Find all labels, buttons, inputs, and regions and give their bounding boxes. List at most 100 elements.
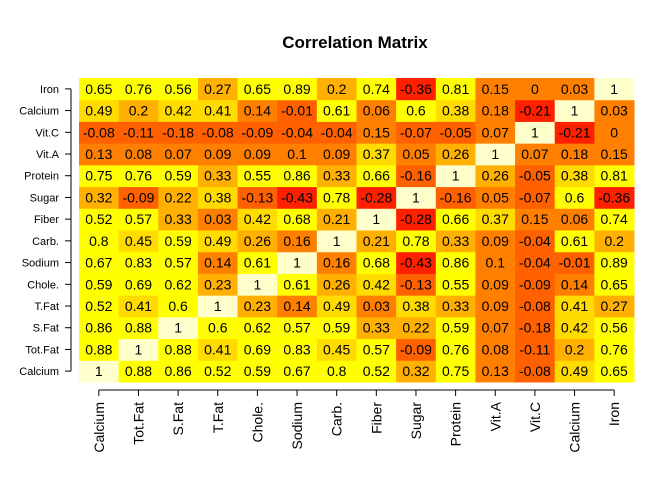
x-tick-label: Chole. bbox=[249, 402, 265, 442]
heatmap-cell bbox=[277, 121, 318, 144]
cell-value-label: 0.61 bbox=[244, 255, 271, 271]
cell-value-label: -0.09 bbox=[519, 276, 551, 292]
heatmap-cell bbox=[515, 208, 556, 231]
heatmap-cell bbox=[396, 295, 437, 318]
cell-value-label: 0.2 bbox=[565, 341, 585, 357]
cell-value-label: -0.08 bbox=[519, 298, 551, 314]
heatmap-cell bbox=[396, 121, 437, 144]
heatmap-cell bbox=[79, 338, 120, 361]
cell-value-label: 0.07 bbox=[164, 146, 191, 162]
heatmap-cell bbox=[118, 121, 159, 144]
cell-value-label: -0.21 bbox=[519, 103, 551, 119]
cell-value-label: 0.86 bbox=[85, 320, 112, 336]
cell-value-label: 0.14 bbox=[204, 255, 231, 271]
heatmap-cell bbox=[435, 208, 476, 231]
cell-value-label: 0.33 bbox=[363, 320, 390, 336]
heatmap-cell bbox=[237, 143, 278, 166]
cell-value-label: 0.69 bbox=[244, 341, 271, 357]
y-tick-label: Sodium bbox=[22, 258, 59, 270]
cell-value-label: 0.32 bbox=[402, 363, 429, 379]
heatmap-cell bbox=[594, 230, 635, 253]
cell-value-label: 0.61 bbox=[283, 276, 310, 292]
cell-value-label: 0.88 bbox=[164, 341, 191, 357]
heatmap-cell bbox=[594, 251, 635, 274]
heatmap-cell bbox=[277, 251, 318, 274]
heatmap-cell bbox=[396, 360, 437, 383]
cell-value-label: 0.14 bbox=[244, 103, 271, 119]
heatmap-cell bbox=[356, 186, 397, 209]
x-axis: Calcium Tot.Fat S.Fat T.Fat Chole. Sodium Carb… bbox=[91, 389, 622, 453]
cell-value-label: 0 bbox=[531, 81, 539, 97]
cell-value-label: 0.27 bbox=[601, 298, 628, 314]
heatmap-cell bbox=[197, 230, 239, 253]
heatmap-cell bbox=[79, 230, 120, 253]
heatmap-cell bbox=[316, 251, 357, 274]
heatmap-cell bbox=[158, 99, 199, 122]
heatmap-cell bbox=[316, 186, 357, 209]
cell-value-label: 0.26 bbox=[244, 233, 271, 249]
heatmap-cell bbox=[316, 230, 357, 253]
cell-value-label: -0.01 bbox=[281, 103, 313, 119]
cell-value-label: 1 bbox=[95, 363, 103, 379]
cell-value-label: 0.75 bbox=[442, 363, 469, 379]
heatmap-cell bbox=[118, 251, 159, 274]
heatmap-cell bbox=[356, 121, 397, 144]
heatmap-cell bbox=[277, 143, 318, 166]
heatmap-cell bbox=[594, 338, 635, 361]
heatmap-cell bbox=[316, 78, 357, 101]
cell-value-label: 0.26 bbox=[482, 168, 509, 184]
y-tick-label: Vit.C bbox=[35, 127, 59, 139]
heatmap-cell bbox=[554, 338, 595, 361]
cell-value-label: -0.16 bbox=[440, 189, 472, 205]
cell-value-label: 0.8 bbox=[327, 363, 347, 379]
heatmap-cell bbox=[277, 78, 318, 101]
cell-value-label: 0.74 bbox=[363, 81, 390, 97]
heatmap-cell bbox=[396, 230, 437, 253]
x-tick-label: Iron bbox=[606, 402, 622, 426]
cell-value-label: 0.15 bbox=[521, 211, 548, 227]
cell-value-label: 0.57 bbox=[164, 255, 191, 271]
cell-value-label: 0.38 bbox=[204, 189, 231, 205]
heatmap-cell bbox=[197, 295, 239, 318]
heatmap-cell bbox=[396, 208, 437, 231]
x-tick-label: Fiber bbox=[368, 402, 384, 434]
cell-value-label: 0.55 bbox=[244, 168, 271, 184]
heatmap-cell bbox=[79, 121, 120, 144]
heatmap-cell bbox=[118, 186, 159, 209]
cell-value-label: 0.89 bbox=[283, 81, 310, 97]
cell-value-label: 0.69 bbox=[125, 276, 152, 292]
cell-value-label: 1 bbox=[491, 146, 499, 162]
heatmap-cell bbox=[237, 360, 278, 383]
heatmap-cell bbox=[515, 338, 556, 361]
heatmap-cell bbox=[197, 164, 239, 188]
cell-value-label: 0.15 bbox=[482, 81, 509, 97]
cell-value-label: 0.65 bbox=[601, 276, 628, 292]
heatmap-cell bbox=[158, 295, 199, 318]
cell-value-label: -0.04 bbox=[519, 255, 551, 271]
heatmap-cell bbox=[316, 164, 357, 188]
cell-value-label: 0.42 bbox=[363, 276, 390, 292]
heatmap-cell bbox=[356, 230, 397, 253]
cell-value-label: 0.37 bbox=[482, 211, 509, 227]
cell-value-label: 0.59 bbox=[442, 320, 469, 336]
cell-value-label: 0.42 bbox=[164, 103, 191, 119]
cell-value-label: 1 bbox=[571, 103, 579, 119]
heatmap-cell bbox=[356, 273, 397, 296]
y-tick-label: Sugar bbox=[30, 192, 60, 204]
y-tick-label: S.Fat bbox=[33, 323, 59, 335]
cell-value-label: -0.36 bbox=[598, 189, 630, 205]
cell-value-label: 1 bbox=[293, 255, 301, 271]
cell-value-label: 0.21 bbox=[363, 233, 390, 249]
y-tick-label: Fiber bbox=[34, 214, 59, 226]
y-tick-label: Tot.Fat bbox=[25, 344, 59, 356]
heatmap-cell bbox=[435, 273, 476, 296]
heatmap-cell bbox=[197, 143, 239, 166]
heatmap-cell bbox=[237, 164, 278, 188]
heatmap-cell bbox=[158, 230, 199, 253]
heatmap-cell bbox=[197, 208, 239, 231]
cell-value-label: 0.41 bbox=[204, 341, 231, 357]
heatmap-cell bbox=[554, 164, 595, 188]
cell-value-label: -0.36 bbox=[400, 81, 432, 97]
heatmap-cell bbox=[158, 251, 199, 274]
heatmap-cell bbox=[396, 186, 437, 209]
